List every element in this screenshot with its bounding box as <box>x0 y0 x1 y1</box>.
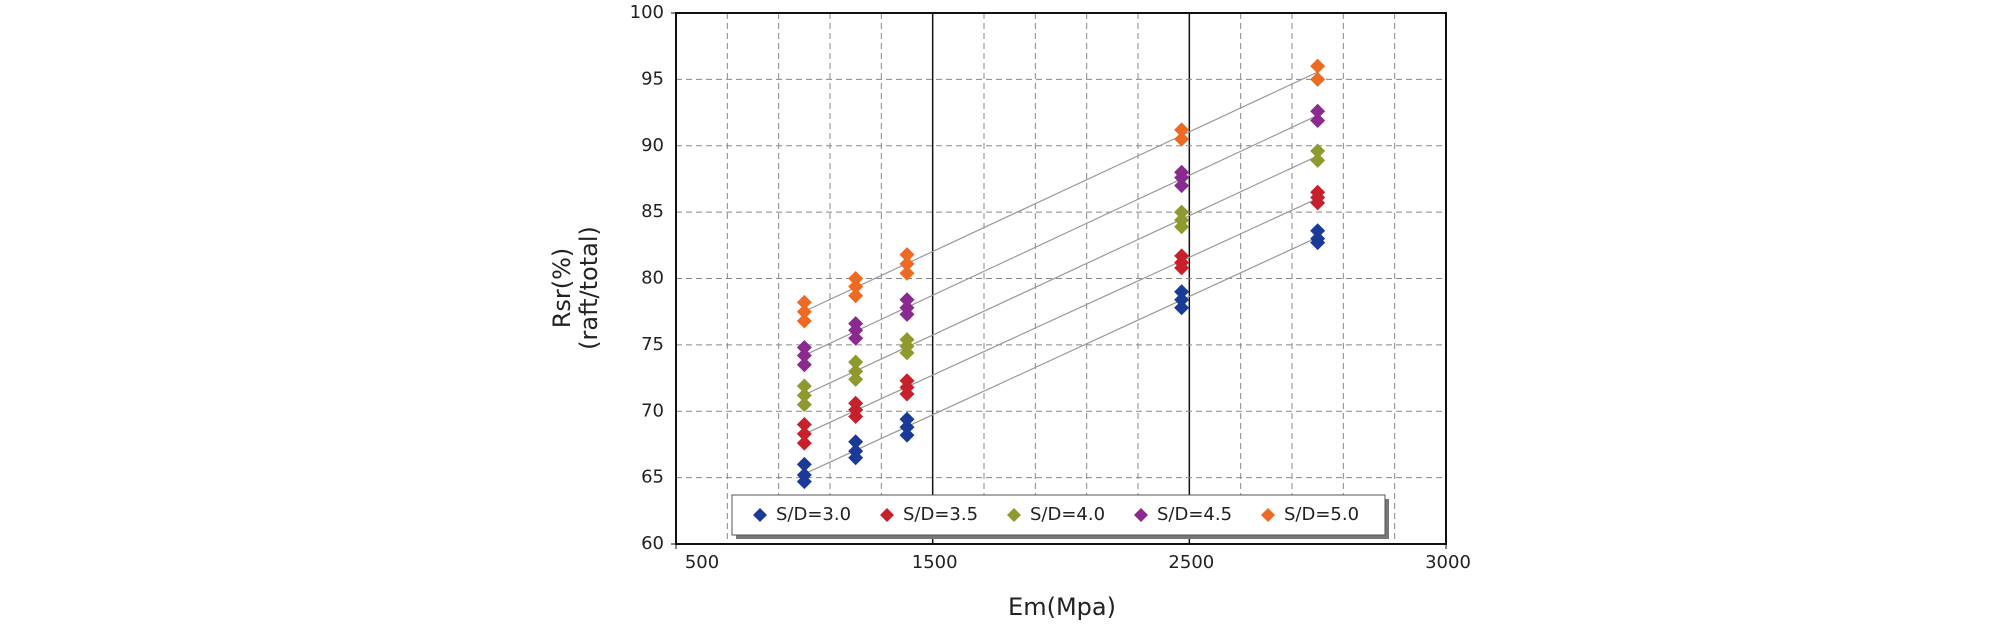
x-tick-label: 3000 <box>1425 552 1471 573</box>
point <box>899 411 915 427</box>
point <box>796 397 812 413</box>
point <box>796 456 812 472</box>
legend-label: S/D=5.0 <box>1284 504 1359 525</box>
point <box>1310 113 1326 129</box>
point <box>1174 284 1190 300</box>
legend-label: S/D=4.5 <box>1157 504 1232 525</box>
point <box>1174 178 1190 194</box>
y-tick-label: 90 <box>641 135 664 156</box>
point <box>1174 300 1190 316</box>
y-tick-label: 80 <box>641 268 664 289</box>
plot-frame <box>675 12 1447 545</box>
y-tick-label: 85 <box>641 201 664 222</box>
point <box>899 256 915 272</box>
trend-line <box>804 71 1318 312</box>
point <box>1174 260 1190 276</box>
point <box>796 435 812 451</box>
point <box>1174 131 1190 147</box>
y-tick-label: 65 <box>641 467 664 488</box>
point <box>1174 219 1190 235</box>
point <box>796 357 812 373</box>
legend-label: S/D=4.0 <box>1030 504 1105 525</box>
legend-marker <box>1134 508 1148 522</box>
x-tick-label: 2500 <box>1168 552 1214 573</box>
point <box>899 419 915 435</box>
point <box>1310 71 1326 87</box>
point <box>796 387 812 403</box>
point <box>848 409 864 425</box>
point <box>1174 170 1190 186</box>
point <box>1310 152 1326 168</box>
point <box>848 434 864 450</box>
point <box>796 347 812 363</box>
legend <box>731 494 1386 536</box>
y-axis-label: (raft/total) <box>575 226 603 350</box>
legend-label: S/D=3.0 <box>776 504 851 525</box>
point <box>796 340 812 356</box>
x-tick-label: 500 <box>685 552 719 573</box>
point <box>1174 122 1190 138</box>
point <box>1174 292 1190 308</box>
point <box>848 322 864 338</box>
point <box>796 304 812 320</box>
y-tick-label: 100 <box>630 2 664 23</box>
point <box>796 417 812 433</box>
y-tick-label: 75 <box>641 334 664 355</box>
trend-line <box>804 155 1318 396</box>
point <box>796 378 812 394</box>
point <box>848 330 864 346</box>
point <box>1310 143 1326 159</box>
point <box>848 278 864 294</box>
point <box>899 265 915 281</box>
point <box>899 247 915 263</box>
y-axis-label: Rsr(%) <box>548 248 576 329</box>
point <box>796 474 812 490</box>
y-tick-label: 60 <box>641 533 664 554</box>
point <box>899 306 915 322</box>
legend-marker <box>753 508 767 522</box>
point <box>1174 204 1190 220</box>
trend-line <box>804 197 1318 435</box>
trend-line <box>804 236 1318 475</box>
y-tick-label: 70 <box>641 400 664 421</box>
legend-marker <box>880 508 894 522</box>
point <box>1310 58 1326 74</box>
point <box>848 354 864 370</box>
point <box>899 345 915 361</box>
point <box>848 450 864 466</box>
point <box>1310 223 1326 239</box>
legend-marker <box>1261 508 1275 522</box>
point <box>848 271 864 286</box>
point <box>899 427 915 443</box>
point <box>796 294 812 310</box>
point <box>848 363 864 379</box>
point <box>848 371 864 387</box>
point <box>899 292 915 308</box>
point <box>1310 235 1326 251</box>
legend-label: S/D=3.5 <box>903 504 978 525</box>
trend-line <box>804 114 1318 356</box>
point <box>796 313 812 329</box>
point <box>899 386 915 402</box>
y-tick-label: 95 <box>641 68 664 89</box>
point <box>1310 195 1326 211</box>
x-tick-label: 1500 <box>912 552 958 573</box>
point <box>796 426 812 442</box>
point <box>848 288 864 304</box>
x-axis-label: Em(Mpa) <box>1008 593 1116 621</box>
legend-marker <box>1007 508 1021 522</box>
point <box>1310 103 1326 119</box>
